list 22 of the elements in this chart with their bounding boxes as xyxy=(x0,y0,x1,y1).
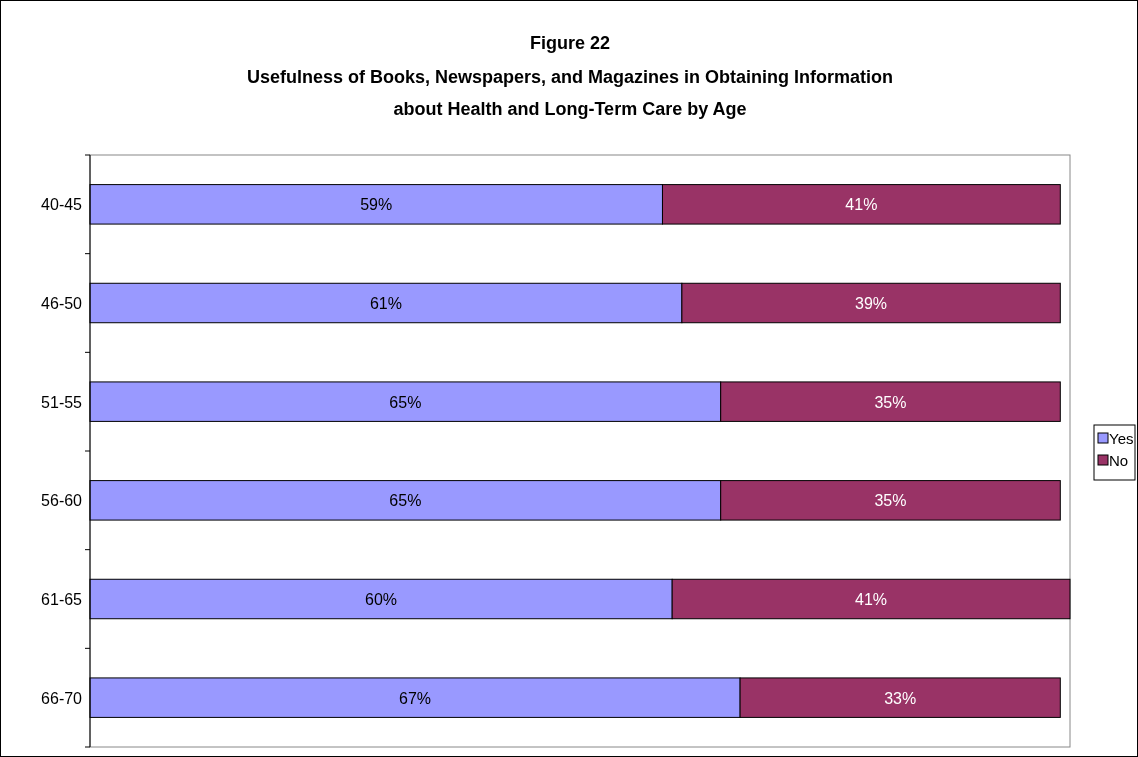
y-tick-label: 56-60 xyxy=(41,492,83,510)
data-label: 35% xyxy=(874,393,907,411)
data-label: 60% xyxy=(365,591,398,608)
data-label: 59% xyxy=(360,196,393,214)
data-label: 39% xyxy=(855,295,888,312)
data-label: 35% xyxy=(874,492,907,510)
legend-label: No xyxy=(1109,452,1129,469)
y-tick-label: 66-70 xyxy=(41,689,83,707)
data-label: 67% xyxy=(399,689,432,707)
y-tick-label: 51-55 xyxy=(41,393,83,411)
data-label: 61% xyxy=(369,295,402,312)
legend-label: Yes xyxy=(1109,430,1134,447)
data-label: 65% xyxy=(389,492,422,510)
data-label: 33% xyxy=(884,689,917,707)
y-tick-label: 40-45 xyxy=(41,196,83,214)
data-label: 41% xyxy=(845,196,878,214)
data-label: 41% xyxy=(855,591,888,608)
chart-title: Figure 22 xyxy=(529,33,611,53)
y-tick-label: 46-50 xyxy=(41,295,83,312)
chart-subtitle: Usefulness of Books, Newspapers, and Magazines in Obtaining Information about Health and Long-Term Care by Age xyxy=(246,67,894,119)
data-label: 65% xyxy=(389,393,422,411)
y-tick-label: 61-65 xyxy=(41,591,83,608)
